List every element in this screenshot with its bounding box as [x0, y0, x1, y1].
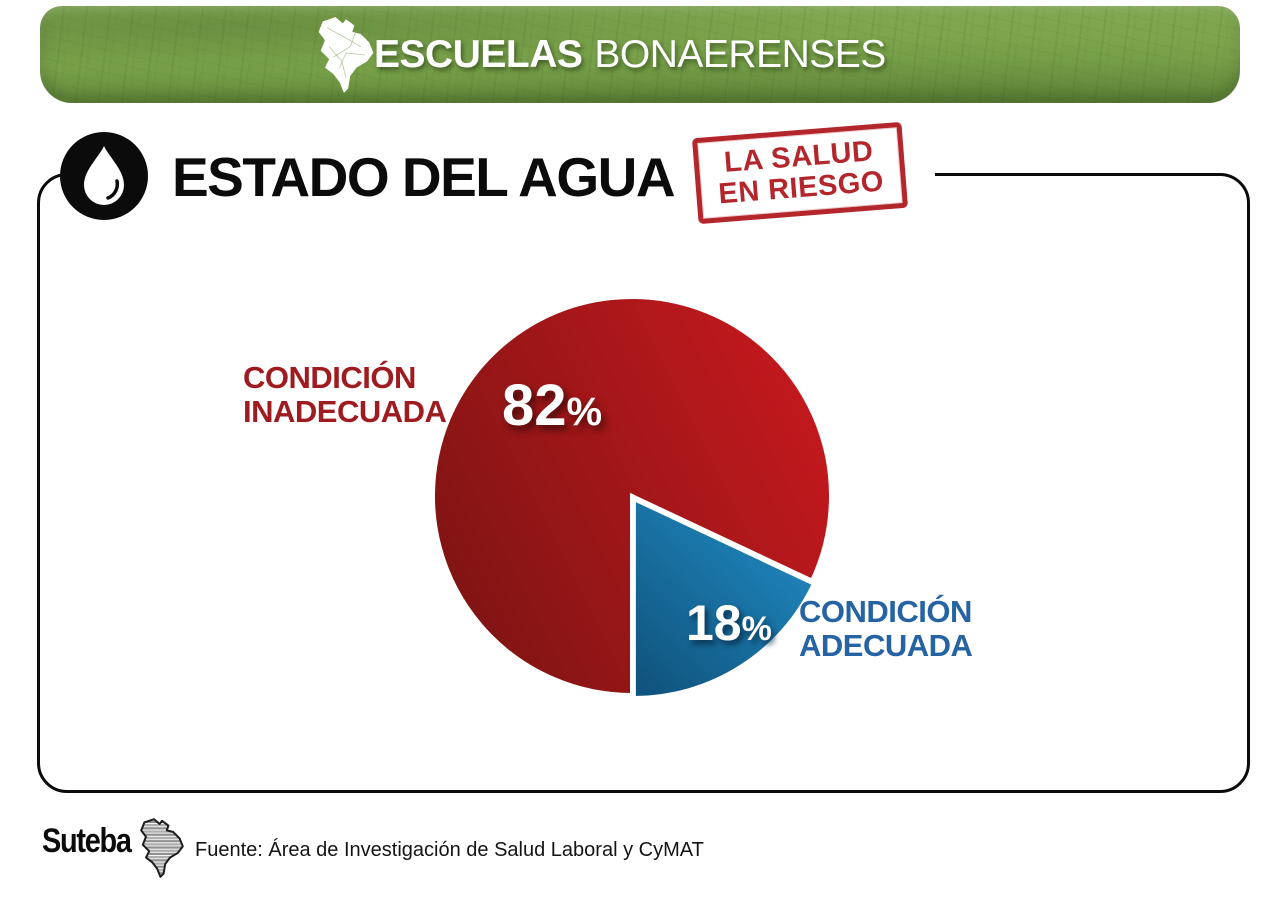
slice-label-inadequate-line2: INADECUADA — [243, 394, 447, 429]
value-label-inadequate: 82% — [502, 372, 602, 439]
source-text: Fuente: Área de Investigación de Salud L… — [195, 839, 704, 861]
header-banner: ESCUELAS BONAERENSES — [40, 6, 1240, 103]
buenos-aires-map-icon — [318, 17, 374, 93]
value-inadequate-unit: % — [566, 390, 603, 434]
water-drop-icon — [60, 132, 148, 220]
slice-label-adequate-line2: ADECUADA — [799, 628, 973, 663]
slice-label-adequate-line1: CONDICIÓN — [799, 594, 972, 629]
value-label-adequate: 18% — [686, 594, 772, 652]
health-risk-stamp: LA SALUD EN RIESGO — [691, 121, 909, 225]
slice-label-inadequate-line1: CONDICIÓN — [243, 360, 416, 395]
pie-chart — [431, 295, 833, 700]
slice-label-adequate: CONDICIÓN ADECUADA — [799, 594, 973, 663]
value-inadequate: 82 — [502, 373, 567, 438]
app-title-regular: BONAERENSES — [594, 32, 886, 76]
value-adequate: 18 — [686, 595, 742, 651]
border-mask — [100, 160, 935, 188]
app-title: ESCUELAS BONAERENSES — [374, 6, 886, 103]
suteba-map-icon — [140, 818, 184, 878]
value-adequate-unit: % — [741, 610, 772, 648]
pie-slice-1 — [631, 495, 817, 700]
suteba-logo-text: Suteba — [42, 822, 132, 860]
app-title-bold: ESCUELAS — [374, 32, 583, 76]
page-title: ESTADO DEL AGUA — [172, 146, 676, 208]
slice-label-inadequate: CONDICIÓN INADECUADA — [243, 360, 447, 429]
